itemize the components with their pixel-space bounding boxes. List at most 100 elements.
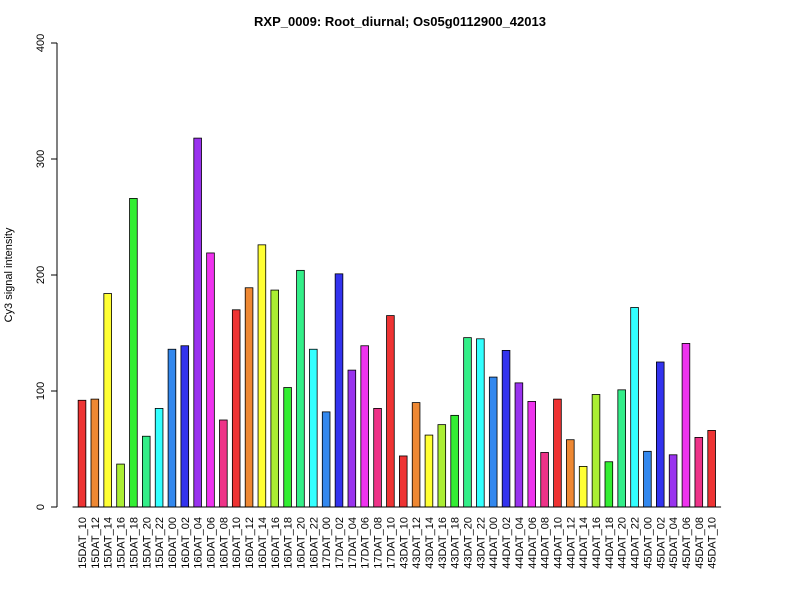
x-tick-label: 16DAT_02 [180,517,192,569]
bar-43DAT_14 [424,434,434,508]
x-tick-label: 15DAT_14 [103,517,115,569]
x-tick-label: 45DAT_04 [668,517,680,569]
x-tick-label: 17DAT_04 [347,517,359,569]
bar-44DAT_14 [578,465,588,508]
bar-16DAT_10 [231,309,241,508]
x-tick-label: 15DAT_22 [154,517,166,569]
x-tick-label: 17DAT_02 [334,517,346,569]
bar-15DAT_10 [77,399,87,508]
x-tick-label: 15DAT_10 [77,517,89,569]
bar-45DAT_06 [681,343,691,508]
y-tick-label: 0 [35,504,47,510]
x-tick-label: 43DAT_14 [424,517,436,569]
x-tick-label: 44DAT_02 [501,517,513,569]
bar-44DAT_12 [566,439,575,508]
x-tick-label: 16DAT_08 [218,517,230,569]
x-tick-label: 44DAT_20 [617,517,629,569]
bar-15DAT_20 [141,435,151,508]
bar-16DAT_08 [219,419,228,508]
bars [77,137,716,508]
x-tick-label: 45DAT_02 [655,517,667,569]
x-tick-label: 45DAT_00 [642,517,654,569]
bar-43DAT_16 [437,424,447,508]
bar-43DAT_22 [476,338,485,508]
bar-16DAT_02 [180,345,190,508]
y-tick-label: 100 [35,382,47,400]
bar-43DAT_12 [411,402,421,508]
bar-44DAT_16 [591,394,601,508]
x-tick-label: 16DAT_06 [206,517,218,569]
x-tick-label: 16DAT_14 [257,517,269,569]
y-tick-label: 400 [35,34,47,52]
y-tick-label: 300 [35,150,47,168]
bar-44DAT_10 [553,398,562,508]
bar-17DAT_02 [334,273,344,508]
x-tick-label: 45DAT_10 [707,517,719,569]
x-tick-label: 17DAT_10 [385,517,397,569]
bar-15DAT_22 [154,407,164,508]
bar-16DAT_12 [244,287,254,508]
x-tick-label: 17DAT_00 [321,517,333,569]
bar-15DAT_18 [129,198,138,508]
bar-16DAT_14 [257,244,267,508]
bar-16DAT_00 [167,348,177,508]
x-tick-label: 43DAT_16 [437,517,449,569]
bar-17DAT_08 [373,407,382,508]
bar-15DAT_14 [103,293,112,508]
bar-15DAT_16 [116,463,125,508]
x-tick-label: 43DAT_10 [398,517,410,569]
x-tick-label: 15DAT_16 [116,517,128,569]
x-tick-label: 44DAT_12 [565,517,577,569]
x-tick-label: 15DAT_20 [141,517,153,569]
x-tick-label: 16DAT_22 [308,517,320,569]
y-axis-label: Cy3 signal intensity [3,227,15,322]
y-tick-label: 200 [35,266,47,284]
bar-45DAT_10 [707,430,716,508]
x-tick-label: 16DAT_16 [270,517,282,569]
x-tick-label: 44DAT_18 [604,517,616,569]
bar-45DAT_02 [656,361,665,508]
y-axis: 0 100 200 300 400 [35,34,58,510]
x-tick-label: 44DAT_06 [527,517,539,569]
bar-43DAT_18 [450,414,459,508]
x-tick-label: 16DAT_00 [167,517,179,569]
x-tick-label: 44DAT_22 [630,517,642,569]
bar-17DAT_04 [347,369,357,508]
bar-44DAT_20 [617,389,626,508]
bar-44DAT_08 [540,452,549,508]
x-tick-label: 44DAT_10 [552,517,564,569]
x-tick-label: 16DAT_12 [244,517,256,569]
bar-44DAT_02 [501,349,511,508]
x-tick-label: 44DAT_16 [591,517,603,569]
bar-43DAT_20 [463,337,472,508]
bar-16DAT_16 [270,289,279,508]
x-tick-label: 45DAT_08 [694,517,706,569]
bar-15DAT_12 [90,398,100,508]
bar-44DAT_00 [488,376,498,508]
bar-17DAT_10 [386,315,395,508]
bar-17DAT_00 [321,411,331,508]
x-axis-labels: 15DAT_10 15DAT_12 15DAT_14 15DAT_16 15DAT_18… [77,517,719,569]
bar-43DAT_10 [398,455,408,508]
x-tick-label: 43DAT_20 [463,517,475,569]
x-tick-label: 16DAT_10 [231,517,243,569]
x-tick-label: 16DAT_04 [193,517,205,569]
bar-17DAT_06 [360,345,369,508]
x-tick-label: 17DAT_08 [373,517,385,569]
bar-45DAT_08 [694,436,704,508]
bar-44DAT_18 [604,461,614,508]
bar-44DAT_22 [630,307,639,508]
chart-title: RXP_0009: Root_diurnal; Os05g0112900_420… [254,14,546,29]
x-tick-label: 45DAT_06 [681,517,693,569]
x-tick-label: 15DAT_12 [90,517,102,569]
x-tick-label: 44DAT_00 [488,517,500,569]
bar-16DAT_18 [283,387,292,508]
x-tick-label: 43DAT_18 [450,517,462,569]
bar-16DAT_22 [309,348,318,508]
x-tick-label: 43DAT_12 [411,517,423,569]
x-tick-label: 16DAT_20 [295,517,307,569]
x-tick-label: 44DAT_04 [514,517,526,569]
x-tick-label: 44DAT_08 [540,517,552,569]
bar-16DAT_20 [296,269,305,508]
